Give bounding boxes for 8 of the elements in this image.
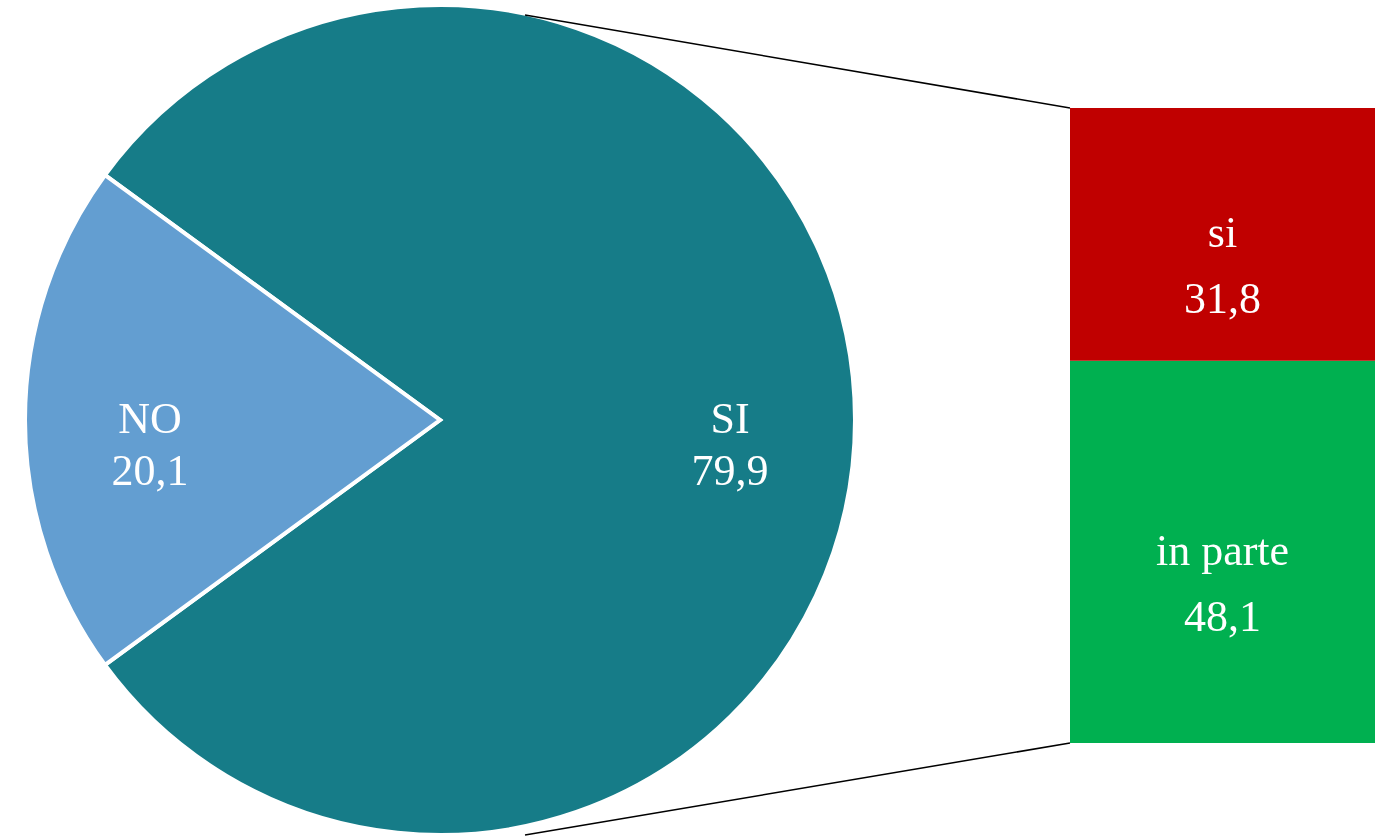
slice-label: NO: [118, 394, 182, 443]
data-label: 20,1: [111, 446, 189, 495]
series-label: in parte: [1155, 525, 1290, 575]
slice-label: SI: [710, 394, 750, 443]
data-label: 79,9: [691, 446, 769, 495]
data-label: 31,8: [1184, 274, 1261, 324]
series-label: si: [1207, 208, 1238, 258]
data-label: 48,1: [1184, 591, 1261, 641]
